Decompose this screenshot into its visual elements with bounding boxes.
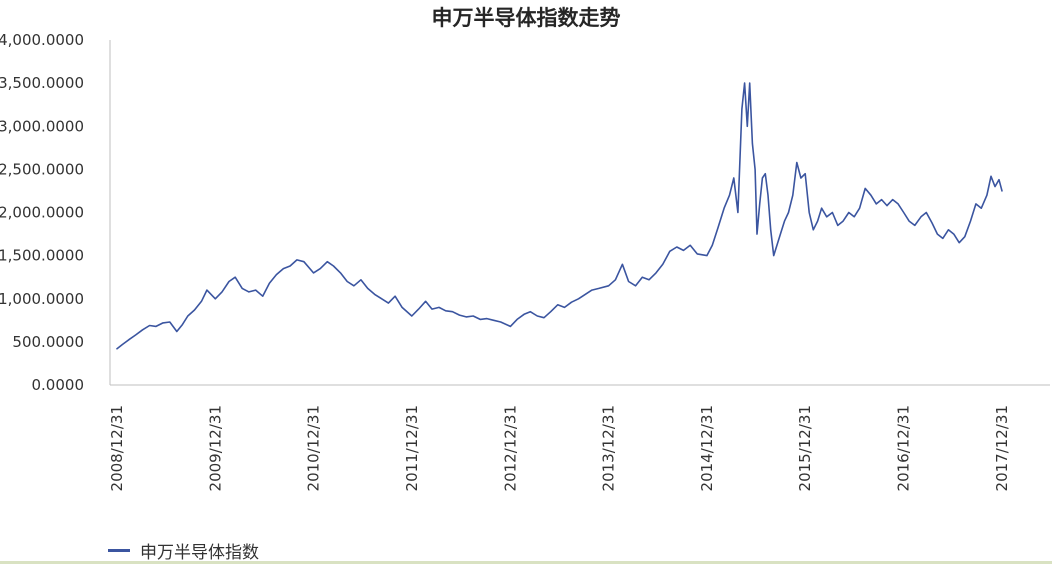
series-group — [116, 82, 1003, 350]
y-tick-label: 2,500.0000 — [0, 160, 84, 178]
legend: 申万半导体指数 — [108, 538, 259, 563]
y-tick-label: 0.0000 — [32, 376, 85, 394]
x-tick-label: 2017/12/31 — [993, 405, 1011, 491]
x-tick-label: 2009/12/31 — [206, 405, 224, 491]
y-tick-label: 3,500.0000 — [0, 74, 84, 92]
x-axis: 2008/12/31 2009/12/31 2010/12/31 2011/12/31… — [108, 384, 1050, 491]
x-tick-label: 2014/12/31 — [698, 405, 716, 491]
x-tick-label: 2012/12/31 — [501, 405, 519, 491]
y-tick-label: 4,000.0000 — [0, 31, 84, 49]
x-tick-label: 2015/12/31 — [796, 405, 814, 491]
bottom-divider — [0, 561, 1052, 564]
legend-swatch — [108, 548, 130, 552]
y-axis: 0.0000 500.0000 1,000.0000 1,500.0000 2,000.… — [0, 31, 111, 394]
x-tick-label: 2016/12/31 — [895, 405, 913, 491]
x-tick-label: 2011/12/31 — [403, 405, 421, 491]
y-tick-label: 500.0000 — [12, 333, 84, 351]
series-line-0 — [116, 82, 1003, 350]
x-tick-label: 2010/12/31 — [305, 405, 323, 491]
legend-label: 申万半导体指数 — [140, 542, 259, 563]
y-tick-label: 1,000.0000 — [0, 290, 84, 308]
y-tick-label: 3,000.0000 — [0, 117, 84, 135]
chart-title: 申万半导体指数走势 — [431, 6, 621, 30]
y-tick-label: 1,500.0000 — [0, 247, 84, 265]
y-tick-label: 2,000.0000 — [0, 204, 84, 222]
x-tick-label: 2013/12/31 — [600, 405, 618, 491]
x-tick-label: 2008/12/31 — [108, 405, 126, 491]
